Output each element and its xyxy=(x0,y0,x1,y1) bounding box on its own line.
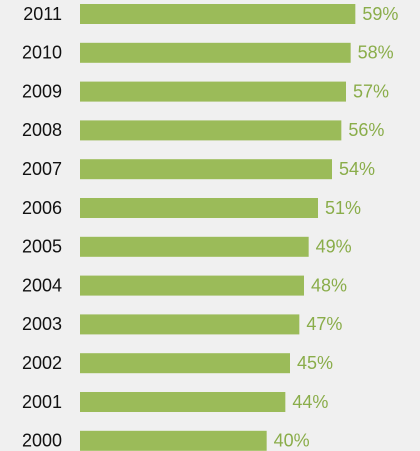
value-label: 44% xyxy=(292,392,328,412)
value-label: 47% xyxy=(306,314,342,334)
value-label: 57% xyxy=(353,81,389,101)
bar xyxy=(80,81,346,102)
y-tick-label: 2000 xyxy=(22,431,62,451)
bar xyxy=(80,42,351,63)
bar xyxy=(80,159,332,180)
y-tick-label: 2011 xyxy=(23,4,62,24)
bar xyxy=(80,4,356,24)
bar xyxy=(80,198,318,218)
value-label: 40% xyxy=(274,431,310,451)
y-tick-label: 2004 xyxy=(22,275,62,295)
value-label: 48% xyxy=(311,275,347,295)
value-label: 56% xyxy=(348,120,384,140)
y-tick-label: 2002 xyxy=(22,353,62,373)
y-tick-label: 2009 xyxy=(22,81,62,101)
bar xyxy=(80,353,290,374)
value-label: 54% xyxy=(339,159,375,179)
bar xyxy=(80,314,300,335)
y-tick-label: 2003 xyxy=(22,314,62,334)
y-tick-label: 2005 xyxy=(22,237,62,257)
y-tick-label: 2010 xyxy=(22,43,62,63)
value-label: 58% xyxy=(358,43,394,63)
value-label: 59% xyxy=(362,4,398,24)
y-tick-label: 2008 xyxy=(22,120,62,140)
value-label: 51% xyxy=(325,198,361,218)
bar xyxy=(80,430,267,451)
bar xyxy=(80,236,309,257)
y-tick-label: 2006 xyxy=(22,198,62,218)
value-label: 49% xyxy=(316,237,352,257)
bar xyxy=(80,392,286,412)
y-tick-label: 2007 xyxy=(22,159,62,179)
value-label: 45% xyxy=(297,353,333,373)
y-tick-label: 2001 xyxy=(22,392,62,412)
bar xyxy=(80,275,304,296)
bar xyxy=(80,120,342,141)
